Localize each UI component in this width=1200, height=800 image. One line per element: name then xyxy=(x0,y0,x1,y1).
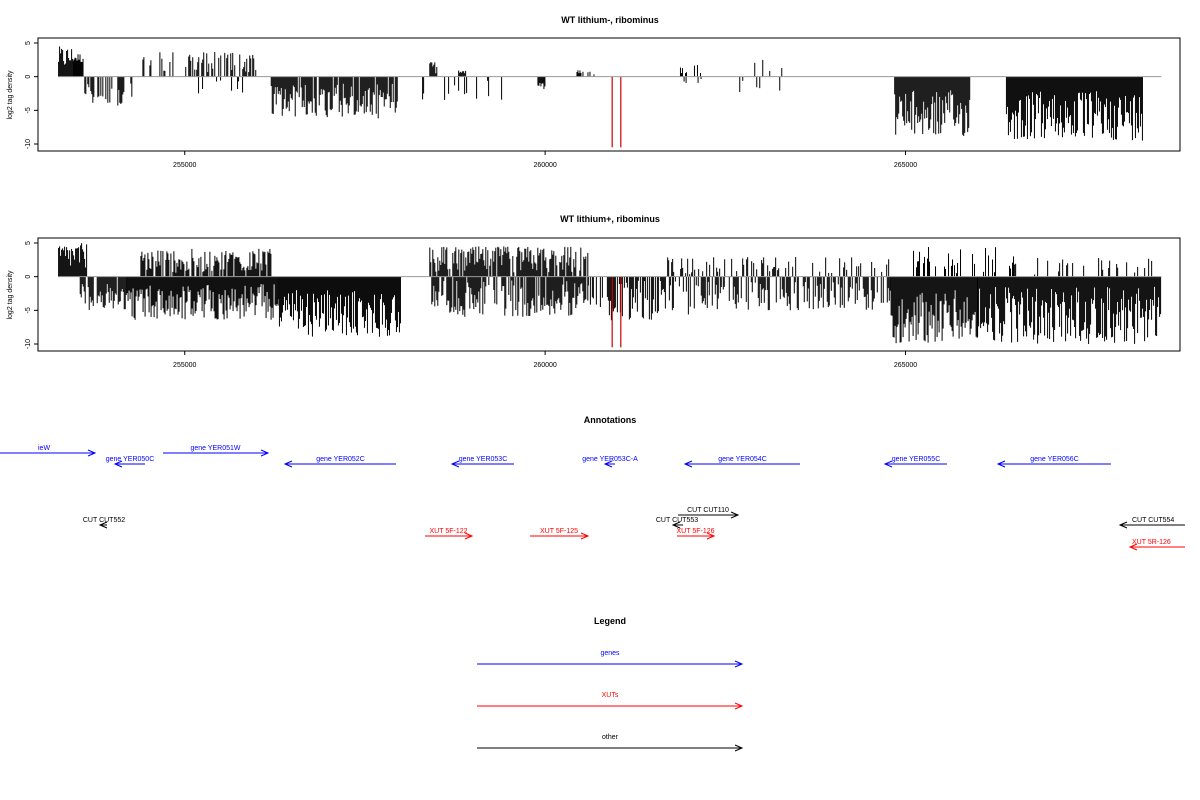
annotation-feature: CUT CUT554 xyxy=(1118,517,1185,529)
bar-series xyxy=(58,46,1143,148)
feature-arrow-head xyxy=(603,460,613,468)
x-tick-label: 255000 xyxy=(173,362,196,369)
plot-frame xyxy=(37,37,1181,152)
annotation-feature: gene YER055C xyxy=(883,456,947,468)
feature-label: XUT 5R-126 xyxy=(1132,539,1171,546)
y-tick-label: -10 xyxy=(25,139,32,149)
feature-arrow-head xyxy=(671,521,681,529)
annotation-feature: XUT 5F-122 xyxy=(425,528,474,540)
chart-title: WT lithium+, ribominus xyxy=(560,214,660,224)
legend-arrow-head xyxy=(734,660,744,668)
annotation-feature: gene YER054C xyxy=(683,456,800,468)
feature-arrow-head xyxy=(450,460,460,468)
annotation-feature: gene YER056C xyxy=(996,456,1111,468)
x-tick-label: 260000 xyxy=(533,362,556,369)
feature-arrow-head xyxy=(113,460,123,468)
annotation-feature: gene YER052C xyxy=(283,456,396,468)
y-tick-label: 5 xyxy=(25,241,32,245)
feature-label: XUT 5F-126 xyxy=(677,528,715,535)
bar-series xyxy=(58,243,1162,348)
axes: 5 0 -5 -10 255000 260000 265000 xyxy=(25,37,1181,169)
feature-label: gene YER050C xyxy=(106,456,155,463)
feature-arrow-head xyxy=(283,460,293,468)
feature-label: gene YER055C xyxy=(892,456,941,463)
feature-label: gene YER051W xyxy=(190,445,240,452)
x-tick-label: 265000 xyxy=(894,362,917,369)
annotation-feature: XUT 5R-126 xyxy=(1128,539,1185,551)
feature-label: XUT 5F-125 xyxy=(540,528,578,535)
annotation-feature: CUT CUT553 xyxy=(656,517,698,529)
feature-arrow-head xyxy=(464,532,474,540)
legend-title: Legend xyxy=(594,616,626,626)
annotations-title: Annotations xyxy=(584,415,637,425)
legend-items: genes XUTs other xyxy=(477,650,744,752)
feature-label: CUT CUT553 xyxy=(656,517,698,524)
annotation-feature: gene YER053C xyxy=(450,456,514,468)
legend-label: XUTs xyxy=(602,692,619,699)
chart-title: WT lithium-, ribominus xyxy=(561,15,659,25)
legend-item: XUTs xyxy=(477,692,744,710)
feature-list: ieW gene YER050C gene YER051W gene YER052C g… xyxy=(0,445,1185,551)
feature-arrow-head xyxy=(883,460,893,468)
annotation-feature: CUT CUT552 xyxy=(83,517,125,529)
feature-arrow-head xyxy=(580,532,590,540)
feature-label: CUT CUT110 xyxy=(687,507,729,514)
plot-frame xyxy=(37,237,1181,352)
feature-label: gene YER052C xyxy=(316,456,365,463)
y-tick-label: 0 xyxy=(25,75,32,79)
x-tick-label: 265000 xyxy=(894,162,917,169)
y-tick-label: 5 xyxy=(25,41,32,45)
annotation-feature: CUT CUT110 xyxy=(678,507,740,519)
y-axis-label: log2 tag density xyxy=(7,70,14,120)
annotation-feature: gene YER051W xyxy=(163,445,270,457)
legend-label: other xyxy=(602,734,619,741)
feature-arrow-head xyxy=(1128,543,1138,551)
feature-label: CUT CUT554 xyxy=(1132,517,1174,524)
annotation-feature: XUT 5F-125 xyxy=(530,528,590,540)
annotation-feature: gene YER050C xyxy=(106,456,155,468)
feature-arrow-head xyxy=(706,532,716,540)
feature-label: gene YER056C xyxy=(1030,456,1079,463)
legend-arrow-head xyxy=(734,744,744,752)
feature-arrow-head xyxy=(730,511,740,519)
feature-label: ieW xyxy=(38,445,50,452)
axes: 5 0 -5 -10 255000 260000 265000 xyxy=(25,237,1181,369)
legend-item: genes xyxy=(477,650,744,668)
legend-item: other xyxy=(477,734,744,752)
feature-label: XUT 5F-122 xyxy=(430,528,468,535)
chart-panel-lithium-plus: WT lithium+, ribominus log2 tag density … xyxy=(7,214,1181,369)
annotations-track: Annotations ieW gene YER050C gene YER051W g… xyxy=(0,415,1185,551)
feature-arrow-head xyxy=(1118,521,1128,529)
feature-arrow-head xyxy=(87,449,97,457)
feature-label: CUT CUT552 xyxy=(83,517,125,524)
legend-label: genes xyxy=(600,650,620,657)
y-tick-label: -5 xyxy=(25,107,32,113)
feature-arrow-head xyxy=(996,460,1006,468)
y-tick-label: 0 xyxy=(25,275,32,279)
annotation-feature: XUT 5F-126 xyxy=(677,528,716,540)
y-tick-label: -5 xyxy=(25,307,32,313)
feature-label: gene YER054C xyxy=(718,456,767,463)
annotation-feature: gene YER053C-A xyxy=(582,456,638,468)
legend: Legend genes XUTs other xyxy=(477,616,744,752)
y-tick-label: -10 xyxy=(25,339,32,349)
feature-arrow-head xyxy=(683,460,693,468)
legend-arrow-head xyxy=(734,702,744,710)
chart-panel-lithium-minus: WT lithium-, ribominus log2 tag density … xyxy=(7,15,1181,169)
feature-label: gene YER053C-A xyxy=(582,456,638,463)
x-tick-label: 255000 xyxy=(173,162,196,169)
feature-arrow-head xyxy=(98,521,108,529)
x-tick-label: 260000 xyxy=(533,162,556,169)
feature-arrow-head xyxy=(260,449,270,457)
y-axis-label: log2 tag density xyxy=(7,270,14,320)
feature-label: gene YER053C xyxy=(459,456,508,463)
annotation-feature: ieW xyxy=(0,445,97,457)
